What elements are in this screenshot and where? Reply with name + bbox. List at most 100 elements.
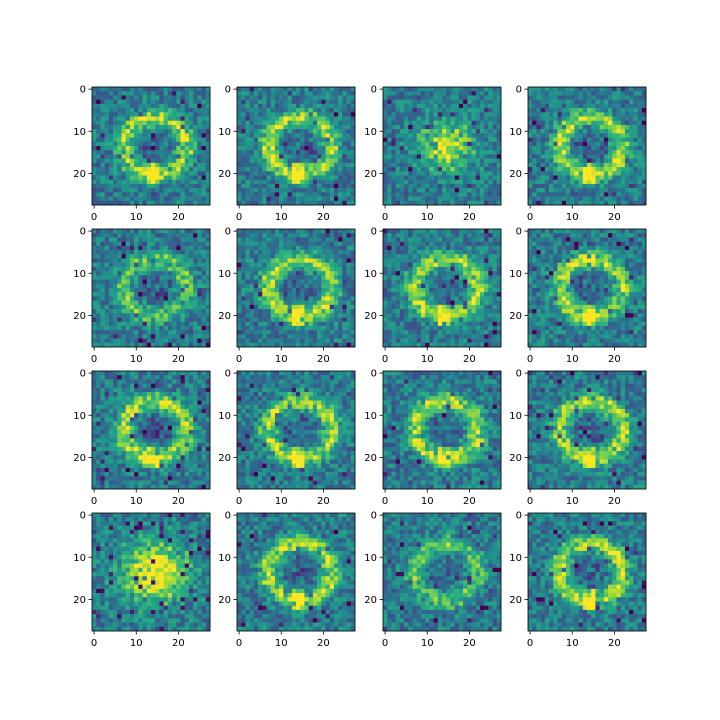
- heatmap-cell: [467, 179, 472, 185]
- heatmap-cell: [637, 124, 643, 130]
- heatmap-cell: [532, 162, 537, 168]
- heatmap-cell: [134, 158, 139, 164]
- heatmap-cell: [104, 250, 110, 255]
- heatmap-cell: [312, 266, 318, 272]
- heatmap-cell: [450, 171, 455, 176]
- heatmap-cell: [167, 192, 173, 197]
- heatmap-cell: [624, 158, 630, 164]
- heatmap-cell: [249, 103, 255, 109]
- heatmap-cell: [125, 129, 131, 134]
- heatmap-cell: [138, 271, 143, 276]
- heatmap-cell: [188, 112, 194, 117]
- heatmap-cell: [591, 137, 596, 143]
- heatmap-cell: [193, 241, 198, 247]
- heatmap-cell: [180, 237, 186, 242]
- heatmap-cell: [346, 325, 352, 331]
- heatmap-cell: [287, 313, 293, 318]
- heatmap-cell: [283, 317, 288, 323]
- heatmap-cell: [270, 317, 276, 323]
- heatmap-cell: [329, 116, 335, 122]
- heatmap-cell: [342, 162, 347, 168]
- heatmap-cell: [205, 87, 211, 92]
- heatmap-cell: [325, 133, 331, 138]
- heatmap-cell: [121, 179, 127, 185]
- heatmap-cell: [274, 233, 280, 238]
- heatmap-cell: [291, 99, 297, 105]
- heatmap-cell: [557, 124, 563, 130]
- heatmap-cell: [544, 108, 550, 113]
- heatmap-cell: [113, 200, 118, 206]
- heatmap-cell: [176, 254, 181, 259]
- heatmap-cell: [117, 271, 122, 276]
- heatmap-cell: [108, 192, 114, 197]
- heatmap-cell: [346, 188, 352, 193]
- heatmap-cell: [395, 241, 401, 247]
- heatmap-cell: [129, 175, 135, 181]
- heatmap-cell: [151, 192, 156, 197]
- heatmap-cell: [620, 137, 626, 143]
- heatmap-cell: [629, 171, 634, 176]
- heatmap-cell: [304, 317, 309, 323]
- heatmap-cell: [433, 183, 439, 189]
- heatmap-cell: [350, 175, 356, 181]
- heatmap-cell: [308, 254, 314, 259]
- heatmap-cell: [308, 112, 314, 117]
- heatmap-cell: [437, 112, 443, 117]
- heatmap-cell: [446, 154, 451, 159]
- heatmap-cell: [404, 250, 409, 255]
- heatmap-cell: [399, 245, 405, 251]
- heatmap-cell: [536, 175, 541, 181]
- heatmap-cell: [395, 200, 401, 206]
- heatmap-cell: [325, 141, 331, 147]
- heatmap-cell: [151, 262, 156, 268]
- heatmap-cell: [412, 183, 418, 189]
- heatmap-cell: [300, 171, 305, 176]
- heatmap-cell: [96, 254, 101, 259]
- heatmap-cell: [492, 241, 498, 247]
- heatmap-cell: [383, 95, 388, 100]
- heatmap-cell: [304, 338, 309, 344]
- heatmap-cell: [237, 233, 242, 238]
- heatmap-cell: [570, 87, 575, 92]
- heatmap-cell: [342, 137, 347, 143]
- heatmap-cell: [253, 321, 259, 327]
- heatmap-cell: [404, 103, 409, 109]
- heatmap-cell: [155, 183, 160, 189]
- heatmap-cell: [484, 154, 489, 159]
- heatmap-cell: [540, 129, 546, 134]
- heatmap-cell: [540, 158, 546, 164]
- heatmap-cell: [612, 183, 617, 189]
- heatmap-cell: [437, 200, 443, 206]
- heatmap-cell: [253, 183, 259, 189]
- heatmap-cell: [117, 99, 122, 105]
- heatmap-cell: [350, 188, 356, 193]
- heatmap-cell: [557, 120, 563, 126]
- heatmap-cell: [574, 95, 579, 100]
- heatmap-cell: [329, 292, 335, 297]
- heatmap-cell: [96, 167, 101, 172]
- heatmap-cell: [578, 192, 584, 197]
- heatmap-cell: [325, 229, 331, 234]
- heatmap-cell: [471, 167, 477, 172]
- heatmap-cell: [570, 120, 575, 126]
- heatmap-cell: [117, 283, 122, 289]
- heatmap-cell: [312, 330, 318, 335]
- heatmap-cell: [287, 241, 293, 247]
- heatmap-cell: [329, 342, 335, 348]
- heatmap-cell: [395, 116, 401, 122]
- heatmap-cell: [329, 254, 335, 259]
- heatmap-cell: [582, 108, 588, 113]
- heatmap-cell: [329, 141, 335, 147]
- heatmap-cell: [329, 283, 335, 289]
- heatmap-cell: [587, 162, 592, 168]
- heatmap-cell: [454, 120, 460, 126]
- heatmap-cell: [488, 192, 493, 197]
- heatmap-cell: [108, 87, 114, 92]
- heatmap-cell: [129, 254, 135, 259]
- heatmap-cell: [172, 245, 177, 251]
- heatmap-cell: [458, 108, 464, 113]
- heatmap-cell: [553, 95, 558, 100]
- heatmap-cell: [471, 146, 477, 151]
- heatmap-cell: [108, 229, 114, 234]
- heatmap-cell: [270, 154, 276, 159]
